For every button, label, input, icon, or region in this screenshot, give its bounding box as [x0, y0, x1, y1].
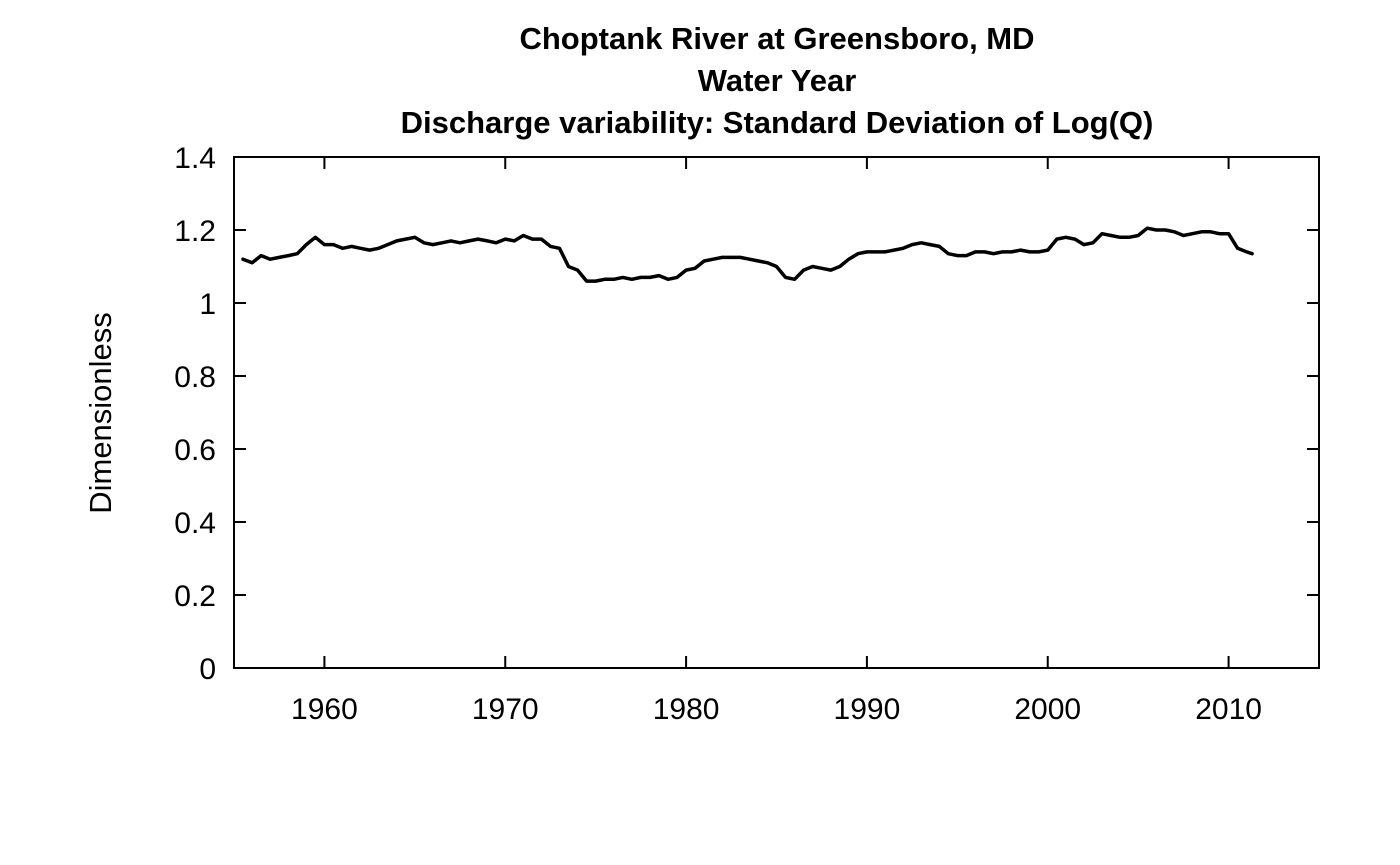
series-layer [241, 226, 1254, 283]
y-tick-label: 1 [199, 288, 216, 321]
y-tick-label: 0.6 [174, 434, 216, 467]
x-tick-label: 1970 [472, 693, 539, 726]
y-tick-label: 0.8 [174, 361, 216, 394]
y-tick-label: 1.4 [174, 142, 216, 175]
series-line [241, 226, 1254, 283]
plot-frame [233, 156, 1320, 669]
x-tick-label: 1960 [291, 693, 358, 726]
title-line-2: Water Year [698, 63, 857, 98]
x-tick-label: 1980 [653, 693, 720, 726]
y-tick-label: 0 [199, 653, 216, 686]
title-line-1: Choptank River at Greensboro, MD [519, 21, 1034, 56]
y-tick-label: 0.4 [174, 507, 216, 540]
x-tick-label: 2010 [1195, 693, 1262, 726]
title-line-3: Discharge variability: Standard Deviatio… [401, 105, 1154, 140]
y-tick-label: 0.2 [174, 580, 216, 613]
y-axis-label: Dimensionless [83, 312, 118, 514]
x-tick-label: 2000 [1014, 693, 1081, 726]
y-axis: 0 0.2 0.4 0.6 0.8 1 1.2 1.4 [174, 142, 1319, 686]
x-axis: 1960 1970 1980 1990 2000 2010 [291, 157, 1262, 726]
x-tick-label: 1990 [834, 693, 901, 726]
y-tick-label: 1.2 [174, 215, 216, 248]
chart-title: Choptank River at Greensboro, MD Water Y… [401, 21, 1154, 140]
